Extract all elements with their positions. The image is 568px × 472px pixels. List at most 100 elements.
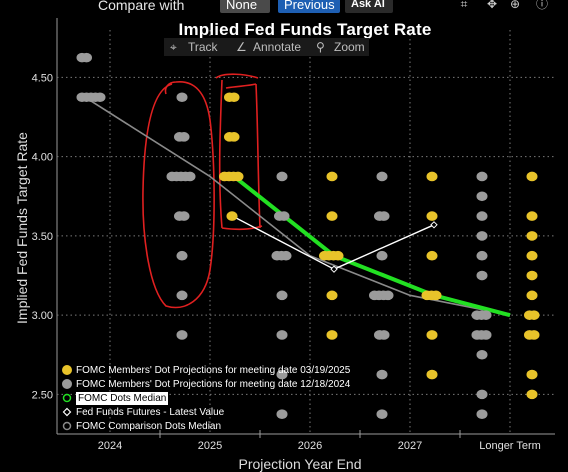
dot-previous xyxy=(378,330,390,340)
dot-previous xyxy=(176,92,188,103)
legend-label: FOMC Members' Dot Projections for meetin… xyxy=(76,365,351,376)
futures-point xyxy=(430,221,438,229)
dot-previous xyxy=(276,171,288,182)
x-tick-label: Longer Term xyxy=(479,440,541,452)
dot-previous xyxy=(276,369,288,380)
y-tick-label: 4.50 xyxy=(32,72,53,84)
legend-label: Fed Funds Futures - Latest Value xyxy=(76,407,225,418)
legend-swatch-dots-median xyxy=(62,393,72,403)
dot-current xyxy=(326,171,338,182)
dot-previous xyxy=(476,389,488,400)
series-line-fomc-comparison-dots-median xyxy=(84,96,511,316)
red-annotation-box xyxy=(215,73,263,231)
chart-tools: ⌖ Track ∠ Annotate ⚲ Zoom xyxy=(164,38,369,56)
dot-current xyxy=(526,250,538,261)
dot-previous xyxy=(476,231,488,241)
dot-current xyxy=(232,171,244,182)
pencil-icon[interactable]: ∠ xyxy=(236,40,247,54)
dot-current xyxy=(426,250,438,261)
dot-previous xyxy=(94,92,106,103)
dot-previous xyxy=(276,290,288,301)
zoom-icon[interactable]: ⊕ xyxy=(509,0,521,11)
dot-previous xyxy=(476,191,488,202)
dot-current xyxy=(426,369,438,380)
dot-current xyxy=(526,270,538,281)
dot-current xyxy=(526,369,538,380)
dot-previous xyxy=(476,349,488,360)
dot-current xyxy=(228,92,240,103)
dot-previous xyxy=(480,330,492,340)
pan-icon[interactable]: ✥ xyxy=(486,0,498,11)
x-tick-label: 2025 xyxy=(198,440,222,452)
crosshair-icon[interactable]: ⌖ xyxy=(170,40,177,54)
red-annotation-circle xyxy=(142,81,215,309)
dot-previous xyxy=(378,211,390,221)
dot-current xyxy=(326,330,338,340)
dot-current xyxy=(526,389,538,400)
chart-title: Implied Fed Funds Target Rate xyxy=(178,20,432,39)
dot-previous xyxy=(81,52,92,63)
dot-current xyxy=(526,171,538,182)
dot-previous xyxy=(178,211,190,221)
dot-current xyxy=(426,211,438,221)
dot-current xyxy=(526,231,538,241)
dot-previous xyxy=(476,211,488,221)
dot-previous xyxy=(376,409,388,419)
x-axis-label: Projection Year End xyxy=(238,456,362,472)
dot-current xyxy=(526,290,538,301)
dot-previous xyxy=(176,330,188,340)
y-tick-label: 3.00 xyxy=(32,310,53,322)
top-toolbar: Compare with None Previous Ask AI ⌗ ✥ ⊕ … xyxy=(0,0,568,14)
dot-previous xyxy=(480,310,492,320)
legend-swatch-previous-dots xyxy=(62,379,72,389)
ask-ai-button[interactable]: Ask AI xyxy=(345,0,393,13)
compare-none-button[interactable]: None xyxy=(220,0,270,13)
y-tick-label: 2.50 xyxy=(32,389,53,401)
dot-current xyxy=(528,330,540,340)
compare-with-label: Compare with xyxy=(98,0,185,13)
dot-previous xyxy=(476,409,488,419)
crop-icon[interactable]: ⌗ xyxy=(460,0,468,11)
dot-previous xyxy=(476,250,488,261)
futures-point xyxy=(330,265,338,273)
dot-current xyxy=(526,211,538,221)
magnifier-icon[interactable]: ⚲ xyxy=(316,40,325,54)
legend-label: FOMC Dots Median xyxy=(76,392,169,405)
y-tick-label: 4.00 xyxy=(32,152,53,164)
dot-current xyxy=(430,290,442,301)
dot-current xyxy=(226,211,238,221)
dot-current xyxy=(426,330,438,340)
dot-previous xyxy=(280,250,292,261)
series-line-fed-funds-futures-latest-value xyxy=(233,216,435,270)
y-tick-label: 3.50 xyxy=(32,231,53,243)
info-icon[interactable]: ⓘ xyxy=(535,0,548,11)
dot-previous xyxy=(376,171,388,182)
legend-label: FOMC Comparison Dots Median xyxy=(76,421,222,432)
dot-current xyxy=(528,310,540,320)
dot-previous xyxy=(376,369,388,380)
dot-previous xyxy=(178,132,190,142)
dot-previous xyxy=(376,250,388,261)
dot-previous xyxy=(184,171,196,182)
x-tick-label: 2024 xyxy=(98,440,122,452)
compare-previous-button[interactable]: Previous xyxy=(278,0,340,13)
dot-current xyxy=(326,211,338,221)
dot-current xyxy=(332,250,344,261)
dot-previous xyxy=(278,211,290,221)
zoom-tool[interactable]: Zoom xyxy=(334,40,365,54)
track-tool[interactable]: Track xyxy=(188,40,218,54)
x-tick-label: 2027 xyxy=(398,440,422,452)
x-tick-label: 2026 xyxy=(298,440,322,452)
dot-previous xyxy=(382,290,394,301)
dot-previous xyxy=(176,290,188,301)
legend-label: FOMC Members' Dot Projections for meetin… xyxy=(76,379,351,390)
annotate-tool[interactable]: Annotate xyxy=(253,40,302,54)
dot-previous xyxy=(176,250,188,261)
dot-current xyxy=(326,290,338,301)
y-axis-label: Implied Fed Funds Target Rate xyxy=(14,132,30,324)
dot-previous xyxy=(476,270,488,281)
legend-swatch-comparison-median xyxy=(62,421,72,431)
dot-previous xyxy=(276,409,288,419)
dot-previous xyxy=(476,171,488,182)
legend-swatch-current-dots xyxy=(62,365,72,375)
